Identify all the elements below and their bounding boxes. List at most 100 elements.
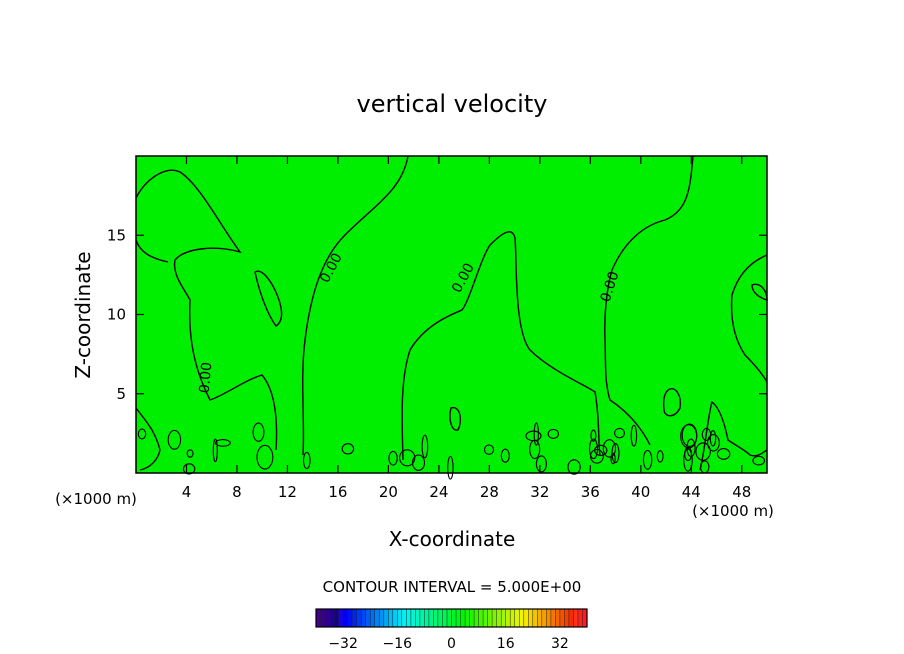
colorbar-segment (365, 609, 371, 627)
colorbar-segment (370, 609, 376, 627)
colorbar-segment (442, 609, 448, 627)
colorbar-segment (555, 609, 561, 627)
contour-line (254, 270, 283, 327)
colorbar-segment (568, 609, 574, 627)
colorbar-segment (361, 609, 367, 627)
colorbar-segment (460, 609, 466, 627)
contour-blob (590, 429, 597, 442)
contour-blob (214, 439, 231, 447)
contour-blob (167, 429, 182, 450)
contour-blob (411, 454, 426, 471)
colorbar-segment (483, 609, 488, 627)
x-tick-label: 32 (530, 483, 549, 501)
colorbar-segment (392, 609, 398, 627)
colorbar-tick-label: 16 (497, 636, 515, 652)
colorbar-segment (532, 609, 538, 627)
colorbar-segment (433, 609, 439, 627)
x-axis-label: X-coordinate (389, 527, 516, 551)
colorbar-segment (316, 609, 321, 627)
x-unit-label-left: (×1000 m) (55, 490, 137, 508)
colorbar-segment (582, 609, 588, 627)
colorbar-segment (451, 609, 457, 627)
colorbar-segment (564, 609, 570, 627)
colorbar-segment (523, 609, 529, 627)
colorbar-segment (379, 609, 385, 627)
colorbar-segment (374, 609, 380, 627)
colorbar-segment (573, 609, 579, 627)
y-axis: 5 10 15 (107, 226, 767, 403)
colorbar-segment (338, 609, 344, 627)
contour-line (662, 388, 682, 417)
contour-line (699, 400, 768, 471)
colorbar-segment (519, 609, 525, 627)
y-axis-label: Z-coordinate (71, 251, 95, 378)
contour-blob (642, 449, 653, 470)
colorbar-segment (541, 609, 547, 627)
contour-line (449, 406, 462, 431)
colorbar-segment (320, 609, 326, 627)
contour-blob (589, 448, 604, 464)
colorbar-frame (315, 608, 588, 628)
x-tick-label: 28 (480, 483, 499, 501)
x-tick-label: 8 (232, 483, 242, 501)
contour-blob (341, 443, 355, 455)
colorbar-segment (528, 609, 534, 627)
colorbar-segment (546, 609, 552, 627)
x-tick-label: 20 (379, 483, 398, 501)
x-tick-label: 40 (631, 483, 650, 501)
colorbar (315, 608, 588, 628)
contour-blob (684, 446, 693, 462)
x-tick-label: 36 (581, 483, 600, 501)
colorbar-segment (510, 609, 516, 627)
colorbar-segment (356, 609, 362, 627)
contour-blob (421, 434, 429, 459)
colorbar-segment (325, 609, 330, 627)
contour-blob (683, 448, 693, 472)
x-unit-label-right: (×1000 m) (692, 502, 774, 520)
contour-label: 0.00 (197, 361, 216, 393)
contour-blob (588, 438, 599, 460)
colorbar-segment (410, 609, 416, 627)
colorbar-segment (419, 609, 425, 627)
contour-blob (602, 439, 617, 458)
chart-title: vertical velocity (357, 90, 548, 118)
x-tick-label: 24 (429, 483, 448, 501)
contour-blob (695, 442, 711, 461)
y-tick-label: 10 (107, 306, 126, 324)
colorbar-segment (474, 609, 479, 627)
colorbar-segment (397, 609, 403, 627)
contour-line (135, 169, 278, 451)
colorbar-segment (343, 609, 348, 627)
colorbar-segment (329, 609, 335, 627)
contour-blob (701, 427, 712, 442)
colorbar-segment (456, 609, 461, 627)
colorbar-segment (401, 609, 407, 627)
colorbar-segment (578, 609, 583, 627)
colorbar-segment (437, 609, 443, 627)
contour-interval-label: CONTOUR INTERVAL = 5.000E+00 (323, 578, 582, 596)
colorbar-segment (424, 609, 430, 627)
contour-blob (399, 449, 416, 467)
contour-blob (535, 455, 547, 473)
contour-line (401, 231, 601, 461)
colorbar-segment (559, 609, 565, 627)
contour-blob (610, 452, 616, 465)
x-tick-label: 16 (328, 483, 347, 501)
contour-line (301, 155, 409, 456)
colorbar-segment (514, 609, 520, 627)
colorbar-segment (347, 609, 353, 627)
contour-blob (302, 451, 311, 470)
colorbar-tick-labels: −32 −16 0 16 32 (328, 636, 568, 652)
colorbar-segment (487, 609, 493, 627)
contour-line (135, 239, 169, 263)
y-tick-label: 5 (116, 385, 126, 403)
colorbar-segment (537, 609, 543, 627)
contour-blob (525, 430, 542, 442)
colorbar-segment (478, 609, 484, 627)
contour-blob (567, 459, 581, 475)
colorbar-segment (388, 609, 394, 627)
colorbar-segment (492, 609, 497, 627)
colorbar-tick-label: 0 (447, 636, 456, 652)
colorbar-segment (334, 609, 339, 627)
